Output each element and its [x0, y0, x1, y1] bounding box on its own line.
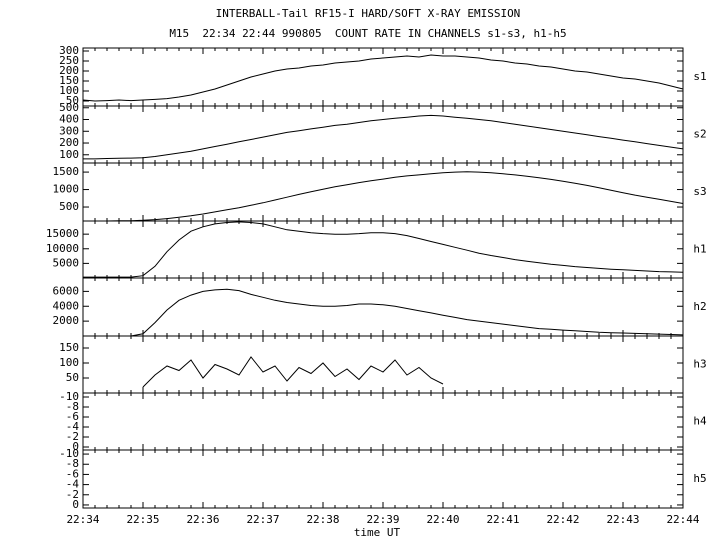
data-line [83, 171, 684, 222]
y-tick-label: 200 [59, 136, 79, 149]
x-axis-label: time UT [354, 526, 401, 539]
y-tick-label: 300 [59, 124, 79, 137]
panel-frame [82, 335, 684, 394]
panel-label: h2 [693, 300, 706, 313]
y-tick-label: -8 [66, 457, 79, 470]
y-tick-label: 400 [59, 113, 79, 126]
x-tick-label: 22:39 [366, 513, 399, 526]
panel-frame [82, 277, 684, 337]
x-tick-label: 22:44 [666, 513, 699, 526]
y-tick-label: 5000 [53, 256, 80, 269]
y-tick-label: 15000 [46, 227, 79, 240]
y-tick-label: 10000 [46, 242, 79, 255]
panel-label: s3 [693, 185, 706, 198]
y-tick-label: -10 [59, 390, 79, 403]
y-tick-label: 250 [59, 54, 79, 67]
x-tick-label: 22:40 [426, 513, 459, 526]
panel-label: s1 [693, 70, 706, 83]
y-tick-label: 2000 [53, 314, 80, 327]
y-tick-label: -6 [66, 467, 79, 480]
x-tick-label: 22:34 [66, 513, 99, 526]
y-tick-label: 0 [72, 498, 79, 511]
y-tick-label: 100 [59, 84, 79, 97]
x-tick-label: 22:38 [306, 513, 339, 526]
data-line [83, 114, 684, 160]
panel-frame [82, 392, 684, 451]
y-tick-label: -6 [66, 410, 79, 423]
x-tick-label: 22:43 [606, 513, 639, 526]
x-tick-label: 22:37 [246, 513, 279, 526]
x-tick-label: 22:36 [186, 513, 219, 526]
panel-frame [82, 449, 684, 509]
x-tick-label: 22:42 [546, 513, 579, 526]
y-tick-label: 50 [66, 371, 79, 384]
panel-frame [82, 220, 684, 279]
panel-frame [82, 105, 684, 164]
panel-label: h5 [693, 472, 706, 485]
y-tick-label: 1500 [53, 165, 80, 178]
y-tick-label: -8 [66, 400, 79, 413]
panel-label: h3 [693, 358, 706, 371]
data-line [83, 221, 684, 278]
y-tick-label: 6000 [53, 284, 80, 297]
y-tick-label: -4 [66, 420, 80, 433]
y-tick-label: 4000 [53, 299, 80, 312]
y-tick-label: 1000 [53, 183, 80, 196]
y-tick-label: 50 [66, 94, 79, 107]
chart-title: INTERBALL-Tail RF15-I HARD/SOFT X-RAY EM… [216, 7, 521, 20]
data-line [83, 288, 684, 337]
y-tick-label: -10 [59, 447, 79, 460]
y-tick-label: -4 [66, 478, 80, 491]
panel-frame [82, 162, 684, 222]
panel-label: s2 [693, 128, 706, 141]
y-tick-label: -2 [66, 430, 79, 443]
x-tick-label: 22:35 [126, 513, 159, 526]
y-tick-label: 100 [59, 148, 79, 161]
panel-label: h1 [693, 243, 706, 256]
data-line [82, 54, 684, 102]
data-line [142, 356, 444, 388]
y-tick-label: 500 [59, 200, 79, 213]
panel-label: h4 [693, 415, 707, 428]
y-tick-label: 500 [59, 101, 79, 114]
y-tick-label: 150 [59, 74, 79, 87]
y-tick-label: -2 [66, 488, 79, 501]
y-tick-label: 300 [59, 44, 79, 57]
y-tick-label: 150 [59, 341, 79, 354]
x-tick-label: 22:41 [486, 513, 519, 526]
y-tick-label: 0 [72, 440, 79, 453]
y-tick-label: 100 [59, 356, 79, 369]
y-tick-label: 200 [59, 64, 79, 77]
chart-subtitle: M15 22:34 22:44 990805 COUNT RATE IN CHA… [169, 27, 566, 40]
